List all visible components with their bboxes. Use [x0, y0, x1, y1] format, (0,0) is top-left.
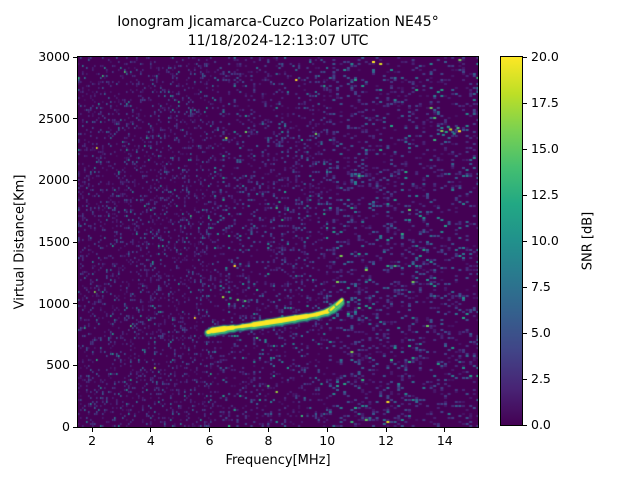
y-tick-mark: [73, 364, 77, 366]
x-tick-label: 4: [146, 433, 155, 448]
y-tick-mark: [73, 56, 77, 58]
colorbar-tick-label: 2.5: [531, 371, 551, 386]
y-tick-mark: [73, 118, 77, 120]
x-tick-mark: [150, 428, 152, 432]
colorbar-tick-label: 7.5: [531, 279, 551, 294]
colorbar-tick-label: 15.0: [531, 141, 559, 156]
x-tick-label: 2: [88, 433, 97, 448]
x-tick-label: 8: [264, 433, 273, 448]
colorbar-tick-mark: [523, 56, 527, 58]
colorbar: [500, 56, 523, 426]
colorbar-tick-mark: [523, 148, 527, 150]
y-tick-mark: [73, 179, 77, 181]
y-tick-label: 0: [62, 419, 70, 434]
colorbar-tick-mark: [523, 378, 527, 380]
colorbar-tick-label: 12.5: [531, 187, 559, 202]
x-tick-label: 10: [319, 433, 336, 448]
x-tick-mark: [385, 428, 387, 432]
x-tick-label: 12: [378, 433, 394, 448]
colorbar-tick-mark: [523, 194, 527, 196]
x-tick-mark: [444, 428, 446, 432]
y-tick-label: 3000: [38, 49, 70, 64]
y-tick-label: 2500: [38, 110, 70, 126]
colorbar-tick-label: 17.5: [531, 95, 559, 110]
x-tick-label: 6: [205, 433, 214, 448]
heatmap-plot-area: [77, 56, 479, 428]
x-tick-mark: [267, 428, 269, 432]
colorbar-tick-label: 10.0: [531, 233, 559, 248]
colorbar-tick-label: 5.0: [531, 325, 551, 340]
x-axis-label: Frequency[MHz]: [225, 453, 331, 468]
y-tick-label: 1000: [38, 295, 70, 311]
colorbar-tick-mark: [523, 102, 527, 104]
y-axis-label: Virtual Distance[Km]: [12, 174, 28, 310]
colorbar-tick-label: 0.0: [531, 417, 551, 432]
colorbar-tick-mark: [523, 332, 527, 334]
chart-title: Ionogram Jicamarca-Cuzco Polarization NE…: [117, 14, 439, 30]
y-tick-mark: [73, 426, 77, 428]
y-tick-mark: [73, 303, 77, 305]
chart-title-block: Ionogram Jicamarca-Cuzco Polarization NE…: [78, 13, 478, 51]
y-tick-label: 500: [46, 357, 70, 373]
x-tick-label: 14: [436, 433, 453, 448]
colorbar-tick-mark: [523, 286, 527, 288]
chart-subtitle: 11/18/2024-12:13:07 UTC: [187, 33, 369, 49]
x-tick-mark: [91, 428, 93, 432]
x-tick-mark: [209, 428, 211, 432]
colorbar-tick-mark: [523, 424, 527, 426]
colorbar-tick-label: 20.0: [531, 49, 559, 64]
colorbar-tick-mark: [523, 240, 527, 242]
colorbar-label: SNR [dB]: [580, 211, 596, 271]
y-tick-mark: [73, 241, 77, 243]
y-tick-label: 1500: [38, 234, 70, 249]
y-tick-label: 2000: [38, 172, 70, 188]
x-tick-mark: [326, 428, 328, 432]
